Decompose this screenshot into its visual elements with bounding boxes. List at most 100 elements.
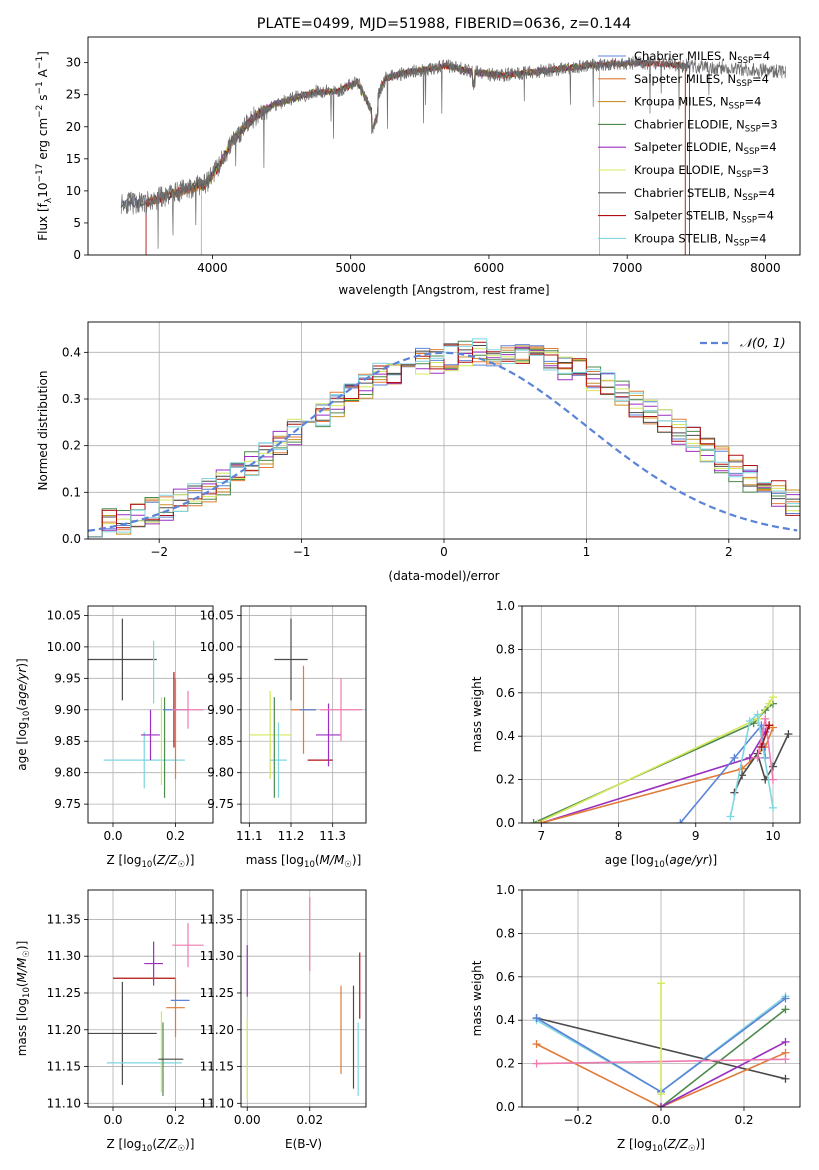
x-tick-label: 4000 [197,261,228,275]
weight-line [537,696,774,823]
label-part: age [log [15,722,29,771]
y-tick-label: 20 [66,120,81,134]
legend-sub: SSP [737,56,753,66]
legend-text: Kroupa MILES, N [634,95,729,109]
legend-text: Kroupa STELIB, N [634,231,734,245]
y-tick-label: 0.2 [496,773,515,787]
y-tick-label: 0.8 [496,926,515,940]
y-tick-label: 0.0 [62,532,81,546]
legend-sub: SSP [745,124,761,134]
x-axis-label: Z [log10(Z/Z☉)] [617,1137,705,1154]
y-tick-label: 9.85 [54,734,81,748]
x-tick-label: 6000 [474,261,505,275]
y-tick-label: 0.2 [62,439,81,453]
label-part: ☉ [178,1144,186,1154]
x-axis-label: mass [log10(M/M☉)] [246,853,362,870]
label-part: )] [185,853,194,867]
y-tick-label: 15 [66,152,81,166]
label-part: 10 [142,860,153,870]
label-part: )] [352,853,361,867]
axes-frame [521,889,801,1108]
label-part: mass [log [246,853,304,867]
model-spectrum-line [200,61,600,255]
legend-label: Chabrier MILES, NSSP=4 [634,49,770,66]
label-part: Z/Z [156,853,178,867]
legend-label: Salpeter MILES, NSSP=4 [634,72,769,89]
legend-sub: SSP [744,147,760,157]
legend-tail: =4 [760,140,777,154]
x-tick-label: 0.02 [296,1113,323,1127]
x-tick-label: 0.0 [651,1113,670,1127]
x-tick-label: 0 [440,545,448,559]
y-tick-label: 0 [73,248,81,262]
y-tick-label: 9.75 [207,797,234,811]
y-tick-label: 9.80 [207,766,234,780]
x-axis-label: age [log10(age/yr)] [605,853,717,870]
y-axis-label-part: erg cm [36,118,50,164]
model-spectrum-line [200,61,600,255]
legend-label: Salpeter STELIB, NSSP=4 [634,209,774,226]
weight-line [536,1043,786,1107]
label-part: 10 [652,1144,663,1154]
y-axis-label-part: 10 [36,183,50,198]
model-spectrum-line [200,61,600,255]
x-axis-label: (data-model)/error [388,569,499,583]
x-tick-label: 11.3 [319,829,346,843]
y-tick-label: 11.25 [200,986,234,1000]
y-axis-label-part: Flux [f [36,202,50,240]
errorbars [88,923,204,1096]
x-tick-label: 11.1 [236,829,263,843]
y-axis-label-part: A [36,68,50,81]
weight-lines [532,979,790,1107]
model-spectrum-line [120,59,690,255]
y-tick-label: 0.8 [496,642,515,656]
label-part: 10 [22,711,32,722]
y-axis-label-part: ] [36,51,50,56]
y-tick-label: 1.0 [496,599,515,613]
label-part: ( [665,853,670,867]
label-part: mass [log [15,998,29,1056]
x-tick-label: 0.2 [166,1113,185,1127]
x-tick-label: 10 [765,829,780,843]
y-axis-label: age [log10(age/yr)] [15,658,32,770]
y-tick-label: 0.6 [496,686,515,700]
x-tick-label: −0.2 [563,1113,592,1127]
y-axis-label-part: −2 [35,105,45,118]
legend-text: Salpeter STELIB, N [634,209,741,223]
y-tick-label: 9.95 [207,671,234,685]
y-axis-label-part: −1 [35,56,45,69]
age-vs-mass-panel: 11.1 11.2 11.3 9.75 9.80 9.85 9.90 9.95 10.00 10.… [200,605,367,870]
legend-tail: =4 [753,49,770,63]
mass-vs-ebv-panel: 0.00 0.02 11.10 11.15 11.20 11.25 11.30 11.35 E(… [200,889,367,1151]
y-tick-label: 0.1 [62,485,81,499]
x-axis-label: wavelength [Angstrom, rest frame] [338,283,549,297]
x-tick-label: 1 [583,545,591,559]
legend-text: Salpeter ELODIE, N [634,140,744,154]
legend-tail: =4 [744,95,761,109]
x-tick-label: 0.2 [734,1113,753,1127]
legend-text: Chabrier STELIB, N [634,186,742,200]
x-tick-label: 0.0 [103,829,122,843]
legend-sub: SSP [736,170,752,180]
label-part: Z/Z [156,1137,178,1151]
label-part: Z/Z [667,1137,689,1151]
x-tick-label: 7 [537,829,545,843]
weight-line [533,702,774,823]
label-part: ☉ [344,860,352,870]
y-tick-label: 11.25 [47,986,81,1000]
legend-sub: SSP [729,102,745,112]
label-part: Z [log [106,1137,141,1151]
y-tick-label: 11.15 [200,1060,234,1074]
x-tick-label: 9 [692,829,700,843]
legend-label: 𝒩(0, 1) [740,335,786,350]
y-tick-label: 11.15 [47,1060,81,1074]
y-tick-label: 11.10 [200,1096,234,1110]
y-tick-label: 1.0 [496,883,515,897]
legend-text: Salpeter MILES, N [634,72,736,86]
model-spectrum-line [120,58,690,255]
weight-vs-Z-panel: −0.2 0.0 0.2 0.0 0.2 0.4 0.6 0.8 1.0 mass weight Z… [470,883,801,1154]
y-tick-label: 9.85 [207,734,234,748]
label-part: Z [log [617,1137,652,1151]
spectrum-lines [120,55,786,255]
